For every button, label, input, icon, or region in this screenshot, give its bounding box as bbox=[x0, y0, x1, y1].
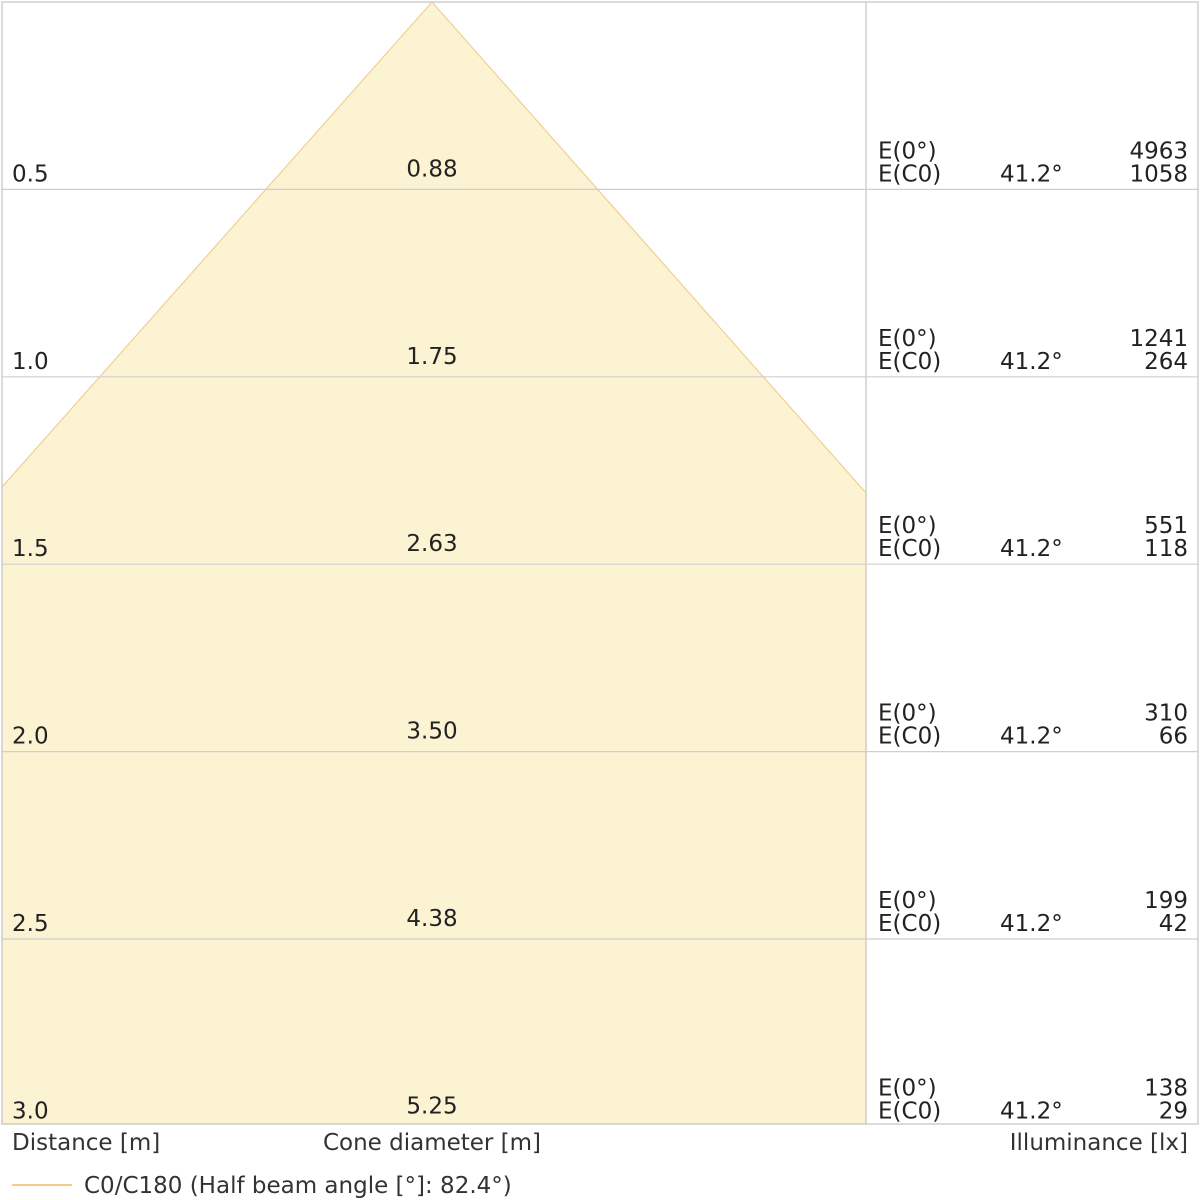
e0-value: 310 bbox=[1144, 701, 1188, 727]
ec0-value: 1058 bbox=[1129, 161, 1188, 187]
distance-value: 1.0 bbox=[12, 349, 49, 375]
plot-frame bbox=[1, 1, 1199, 1125]
ec0-value: 29 bbox=[1159, 1098, 1188, 1124]
e0-label: E(0°) bbox=[878, 1075, 937, 1101]
legend-label: C0/C180 (Half beam angle [°]: 82.4°) bbox=[84, 1173, 512, 1199]
distance-value: 3.0 bbox=[12, 1098, 49, 1124]
ec0-label: E(C0) bbox=[878, 724, 941, 750]
e0-value: 199 bbox=[1144, 888, 1188, 914]
half-angle-value: 41.2° bbox=[1000, 911, 1063, 937]
ec0-label: E(C0) bbox=[878, 911, 941, 937]
half-angle-value: 41.2° bbox=[1000, 161, 1063, 187]
e0-value: 4963 bbox=[1129, 138, 1188, 164]
illuminance-axis-label: Illuminance [lx] bbox=[1010, 1130, 1188, 1156]
ec0-label: E(C0) bbox=[878, 161, 941, 187]
ec0-value: 264 bbox=[1144, 349, 1188, 375]
e0-label: E(0°) bbox=[878, 513, 937, 539]
ec0-label: E(C0) bbox=[878, 536, 941, 562]
cone-diameter-axis-label: Cone diameter [m] bbox=[323, 1130, 541, 1156]
e0-label: E(0°) bbox=[878, 138, 937, 164]
cone-diameter-value: 0.88 bbox=[406, 156, 457, 182]
distance-value: 2.5 bbox=[12, 911, 49, 937]
cone-diameter-value: 3.50 bbox=[406, 719, 457, 745]
distance-axis-label: Distance [m] bbox=[12, 1130, 160, 1156]
half-angle-value: 41.2° bbox=[1000, 1098, 1063, 1124]
ec0-label: E(C0) bbox=[878, 1098, 941, 1124]
e0-value: 138 bbox=[1144, 1075, 1188, 1101]
half-angle-value: 41.2° bbox=[1000, 536, 1063, 562]
half-angle-value: 41.2° bbox=[1000, 724, 1063, 750]
e0-value: 551 bbox=[1144, 513, 1188, 539]
chart-grid bbox=[1, 1, 1199, 1125]
cone-diameter-value: 4.38 bbox=[406, 906, 457, 932]
e0-label: E(0°) bbox=[878, 888, 937, 914]
ec0-value: 42 bbox=[1159, 911, 1188, 937]
distance-value: 1.5 bbox=[12, 536, 49, 562]
cone-diameter-value: 2.63 bbox=[406, 531, 457, 557]
distance-value: 2.0 bbox=[12, 724, 49, 750]
half-angle-value: 41.2° bbox=[1000, 349, 1063, 375]
e0-label: E(0°) bbox=[878, 701, 937, 727]
ec0-value: 118 bbox=[1144, 536, 1188, 562]
cone-diameter-value: 5.25 bbox=[406, 1093, 457, 1119]
distance-value: 0.5 bbox=[12, 161, 49, 187]
e0-value: 1241 bbox=[1129, 326, 1188, 352]
ec0-value: 66 bbox=[1159, 724, 1188, 750]
ec0-label: E(C0) bbox=[878, 349, 941, 375]
cone-diameter-value: 1.75 bbox=[406, 344, 457, 370]
e0-label: E(0°) bbox=[878, 326, 937, 352]
